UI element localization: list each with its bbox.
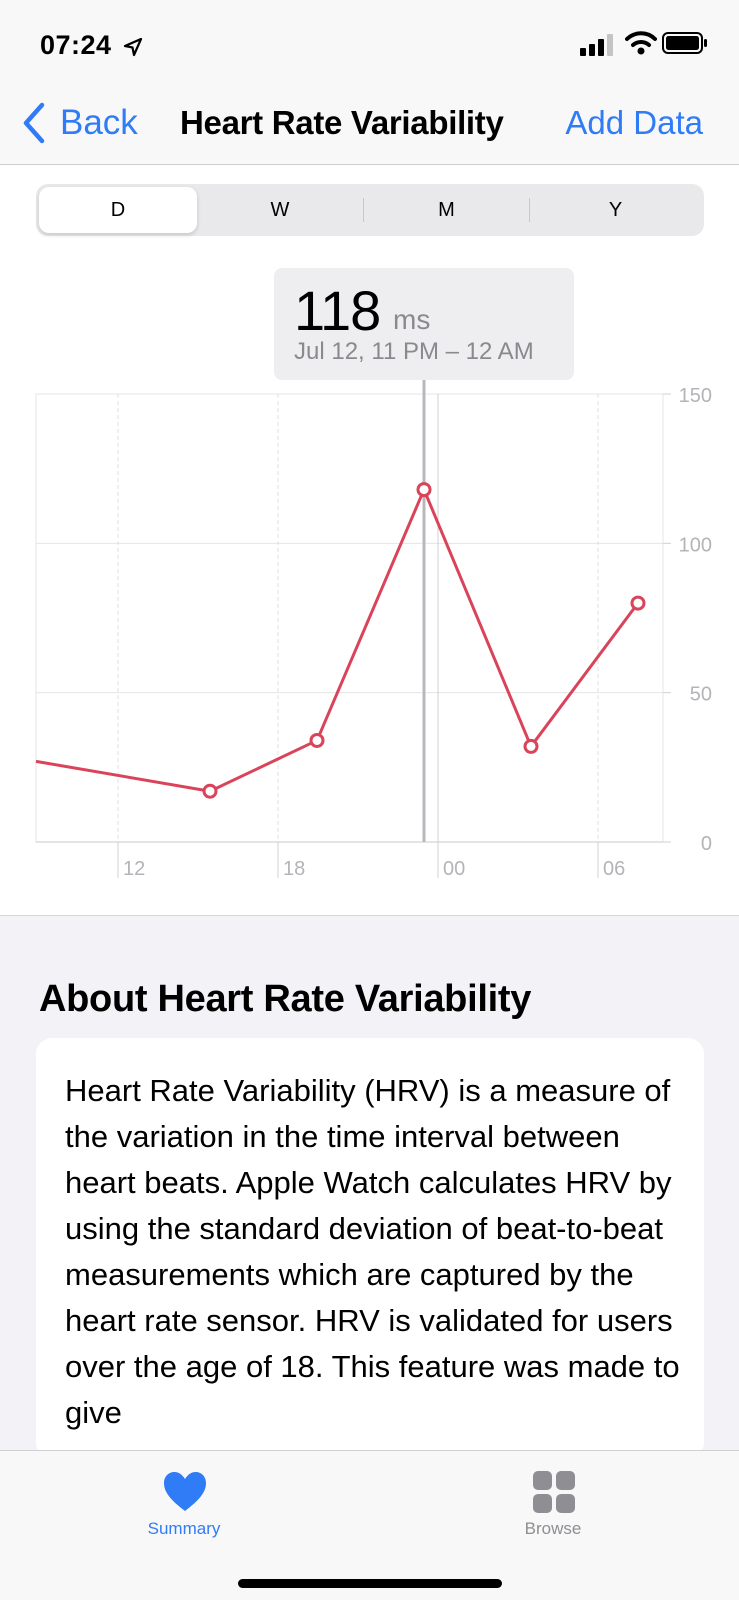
tab-summary[interactable]: Summary <box>124 1463 244 1543</box>
segment-day[interactable]: D <box>39 187 197 233</box>
back-label: Back <box>60 103 138 142</box>
location-arrow-icon <box>123 37 143 57</box>
data-point <box>630 595 646 611</box>
data-point <box>309 732 325 748</box>
battery-icon <box>662 32 707 54</box>
cellular-signal-icon <box>580 34 613 56</box>
about-card: Heart Rate Variability (HRV) is a measur… <box>36 1038 704 1458</box>
segment-label: M <box>438 198 455 221</box>
segment-label: D <box>110 198 126 221</box>
y-tick-label: 150 <box>679 385 712 407</box>
series-line <box>35 488 640 793</box>
page-title: Heart Rate Variability <box>180 104 504 141</box>
selected-value-callout: 118 ms Jul 12, 11 PM – 12 AM <box>274 268 574 380</box>
x-tick-label: 18 <box>283 858 305 880</box>
navigation-bar: Back Heart Rate Variability Add Data <box>0 90 739 165</box>
segment-month[interactable]: M <box>364 187 529 233</box>
x-tick-label: 00 <box>443 858 465 880</box>
time-range-segmented-control: D W M Y <box>36 184 704 236</box>
tab-label: Summary <box>147 1519 221 1538</box>
selected-unit: ms <box>393 304 431 335</box>
segment-year[interactable]: Y <box>530 187 701 233</box>
selected-date-range: Jul 12, 11 PM – 12 AM <box>294 338 534 365</box>
status-bar: 07:24 <box>0 0 739 90</box>
y-tick-label: 0 <box>701 833 712 855</box>
grid-icon <box>533 1471 575 1513</box>
segment-week[interactable]: W <box>197 187 363 233</box>
tab-browse[interactable]: Browse <box>493 1463 613 1543</box>
y-tick-label: 100 <box>679 534 712 556</box>
segment-label: W <box>270 198 290 221</box>
heart-icon <box>164 1472 206 1511</box>
x-tick-label: 12 <box>123 858 145 880</box>
tab-bar: Summary Browse <box>0 1450 739 1600</box>
data-point <box>416 482 432 498</box>
y-tick-label: 50 <box>690 684 712 706</box>
about-section: About Heart Rate Variability Heart Rate … <box>0 915 739 1458</box>
status-time: 07:24 <box>40 30 112 60</box>
hrv-line-chart[interactable]: 150 100 50 0 12 18 00 06 <box>0 380 739 900</box>
about-title: About Heart Rate Variability <box>39 978 532 1020</box>
about-text: Heart Rate Variability (HRV) is a measur… <box>65 1073 680 1430</box>
segment-divider <box>363 198 364 222</box>
tab-label: Browse <box>524 1519 582 1538</box>
segment-divider <box>529 198 530 222</box>
data-point <box>523 738 539 754</box>
wifi-icon <box>625 31 657 55</box>
selected-value: 118 <box>294 279 381 342</box>
data-point <box>202 783 218 799</box>
back-button[interactable]: Back <box>20 98 138 148</box>
segment-label: Y <box>608 198 623 221</box>
chart-plot-frame <box>35 393 664 843</box>
add-data-button[interactable]: Add Data <box>565 104 703 141</box>
home-indicator <box>238 1579 502 1588</box>
x-tick-label: 06 <box>603 858 625 880</box>
chevron-left-icon <box>23 102 45 144</box>
